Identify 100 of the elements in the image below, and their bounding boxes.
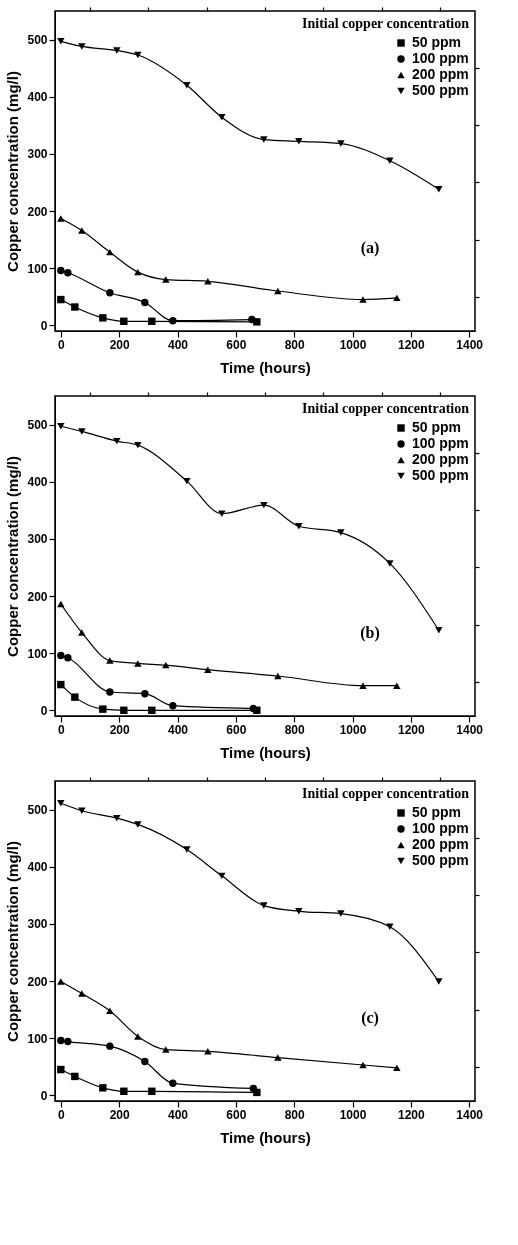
- x-tick-label: 1400: [456, 1107, 484, 1122]
- legend-label: 200 ppm: [412, 66, 469, 82]
- point: [337, 910, 345, 917]
- annotation: (c): [361, 1008, 379, 1027]
- point: [141, 690, 149, 698]
- y-tick-label: 100: [27, 646, 48, 661]
- legend-label: 500 ppm: [412, 82, 469, 98]
- point: [337, 140, 345, 147]
- point: [359, 1061, 367, 1069]
- point: [169, 1079, 177, 1087]
- point: [295, 523, 303, 530]
- x-tick-label: 800: [284, 722, 305, 737]
- legend-label: 100 ppm: [412, 435, 469, 451]
- x-tick-label: 0: [57, 337, 65, 352]
- y-axis-title: Copper concentration (mg/l): [4, 71, 22, 272]
- point: [64, 654, 72, 662]
- point: [183, 82, 191, 89]
- point: [57, 38, 65, 45]
- point: [183, 477, 191, 485]
- point: [57, 295, 65, 304]
- point: [183, 846, 191, 853]
- x-tick-label: 1000: [339, 337, 367, 352]
- point: [141, 1057, 149, 1066]
- point: [106, 1007, 114, 1014]
- y-tick-label: 400: [27, 475, 48, 490]
- point: [218, 114, 226, 121]
- point: [106, 657, 114, 664]
- point: [57, 423, 65, 430]
- x-axis-title: Time (hours): [220, 358, 311, 376]
- point: [120, 706, 128, 714]
- point: [57, 978, 65, 985]
- x-tick-label: 400: [167, 337, 189, 352]
- point: [57, 680, 65, 689]
- point: [120, 317, 128, 325]
- x-tick-label: 1200: [397, 1107, 425, 1122]
- x-tick-label: 400: [167, 722, 189, 737]
- legend-label: 50 ppm: [412, 804, 462, 820]
- point: [260, 501, 268, 509]
- x-tick-label: 800: [284, 1107, 305, 1122]
- point: [393, 1064, 401, 1072]
- point: [134, 821, 142, 828]
- legend-label: 500 ppm: [412, 852, 469, 868]
- point: [99, 1084, 107, 1092]
- point: [113, 437, 121, 445]
- point: [57, 215, 65, 222]
- y-tick-label: 500: [27, 418, 48, 433]
- x-tick-label: 600: [226, 337, 247, 352]
- legend-label: 50 ppm: [412, 34, 462, 50]
- y-tick-label: 200: [27, 589, 48, 604]
- point: [148, 317, 156, 325]
- y-tick-label: 100: [27, 261, 48, 276]
- point: [57, 600, 65, 608]
- y-axis-title: Copper concentration (mg/l): [4, 456, 22, 657]
- legend-label: 200 ppm: [412, 836, 469, 852]
- point: [57, 1036, 65, 1045]
- point: [64, 269, 72, 277]
- point: [148, 1087, 156, 1095]
- x-tick-label: 200: [109, 337, 130, 352]
- y-tick-label: 0: [40, 703, 48, 718]
- x-tick-label: 1200: [397, 337, 425, 352]
- point: [134, 441, 142, 449]
- annotation: (a): [360, 238, 380, 257]
- point: [435, 186, 443, 193]
- point: [274, 287, 282, 295]
- point: [204, 666, 212, 673]
- point: [99, 705, 107, 713]
- x-axis-title: Time (hours): [220, 1128, 311, 1146]
- point: [435, 627, 443, 634]
- point: [162, 276, 170, 283]
- point: [337, 529, 345, 536]
- point: [64, 1037, 72, 1046]
- y-tick-label: 500: [27, 33, 48, 48]
- point: [113, 814, 121, 822]
- point: [106, 289, 114, 297]
- point: [134, 51, 142, 59]
- legend-label: 100 ppm: [412, 820, 469, 836]
- y-tick-label: 300: [27, 532, 48, 547]
- x-tick-label: 1400: [456, 722, 484, 737]
- point: [57, 1065, 65, 1074]
- point: [169, 317, 177, 325]
- x-tick-label: 1000: [339, 722, 367, 737]
- x-tick-label: 0: [57, 722, 65, 737]
- x-tick-label: 600: [226, 1107, 247, 1122]
- x-tick-label: 800: [284, 337, 305, 352]
- point: [78, 629, 86, 636]
- x-tick-label: 0: [57, 1107, 65, 1122]
- legend-label: 50 ppm: [412, 419, 462, 435]
- point: [141, 298, 149, 307]
- legend-label: 200 ppm: [412, 451, 469, 467]
- point: [386, 560, 394, 567]
- point: [260, 902, 268, 909]
- point: [260, 136, 268, 143]
- point: [78, 428, 86, 435]
- point: [71, 303, 79, 311]
- point: [169, 702, 177, 710]
- point: [120, 1087, 128, 1095]
- point: [106, 688, 114, 696]
- legend-title: Initial copper concentration: [302, 786, 470, 801]
- point: [359, 682, 367, 689]
- point: [71, 693, 79, 701]
